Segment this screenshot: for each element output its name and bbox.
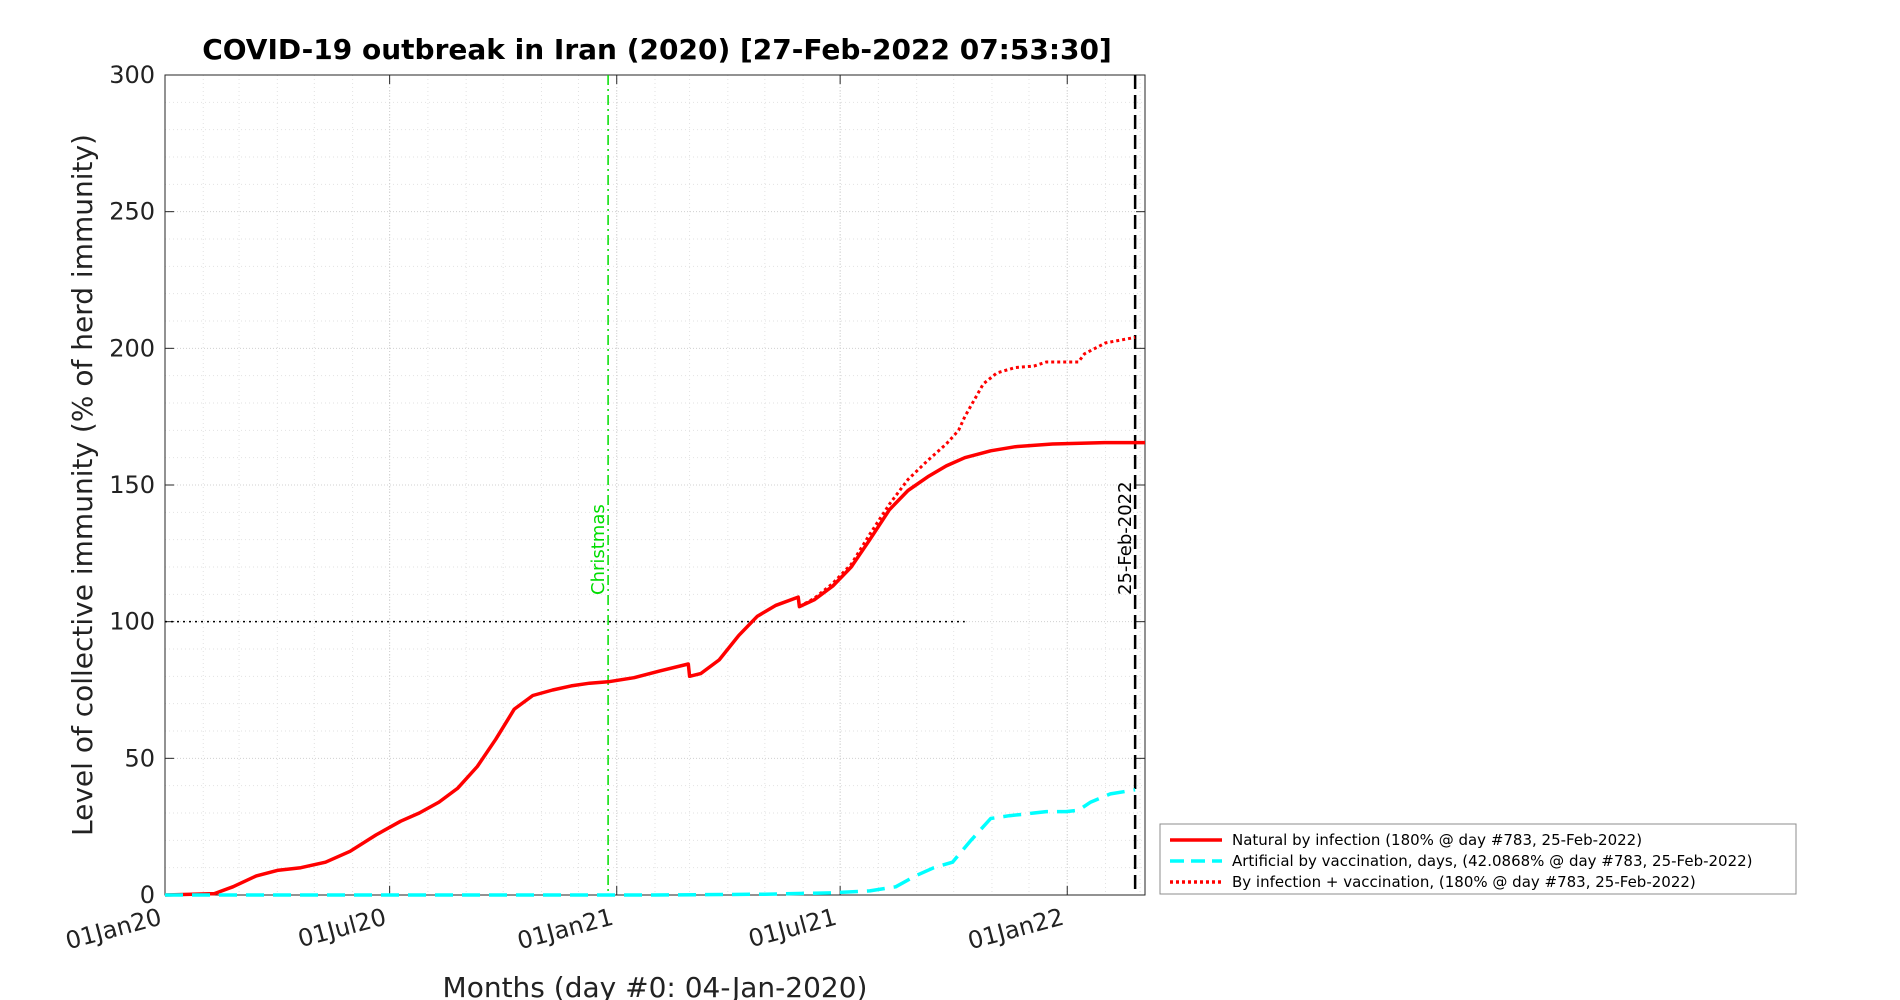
x-tick-label: 01Jan22 (965, 903, 1067, 955)
series-infection-plus-vaccination (798, 335, 1136, 608)
y-tick-label: 150 (109, 471, 155, 499)
x-tick-label: 01Jul21 (745, 903, 839, 953)
series-layer (164, 335, 1145, 897)
legend-box (1159, 823, 1797, 895)
legend-entry: Natural by infection (180% @ day #783, 2… (1232, 831, 1642, 849)
y-axis-label: Level of collective immunity (% of herd … (66, 134, 99, 836)
y-tick-label: 300 (109, 61, 155, 89)
major-grid (165, 75, 1145, 895)
x-tick-label: 01Jul20 (295, 903, 389, 953)
minor-grid (165, 75, 1145, 895)
x-axis-label: Months (day #0: 04-Jan-2020) (443, 971, 868, 1000)
legend-entry: Artificial by vaccination, days, (42.086… (1232, 852, 1753, 870)
series-natural-infection (164, 440, 1145, 897)
y-tick-label: 100 (109, 608, 155, 636)
chart-title: COVID-19 outbreak in Iran (2020) [27-Feb… (202, 33, 1112, 66)
reference-lines: Christmas 25-Feb-2022 (165, 75, 1137, 895)
current-date-label: 25-Feb-2022 (1115, 481, 1136, 595)
legend: Natural by infection (180% @ day #783, 2… (1159, 823, 1797, 895)
y-tick-label: 200 (109, 334, 155, 362)
y-tick-label: 50 (124, 744, 155, 772)
x-tick-label: 01Jan21 (514, 903, 616, 955)
x-tick-label: 01Jan20 (63, 903, 165, 955)
christmas-label: Christmas (588, 504, 609, 595)
y-tick-label: 250 (109, 198, 155, 226)
y-tick-label: 0 (140, 881, 155, 909)
legend-entry: By infection + vaccination, (180% @ day … (1232, 873, 1696, 891)
